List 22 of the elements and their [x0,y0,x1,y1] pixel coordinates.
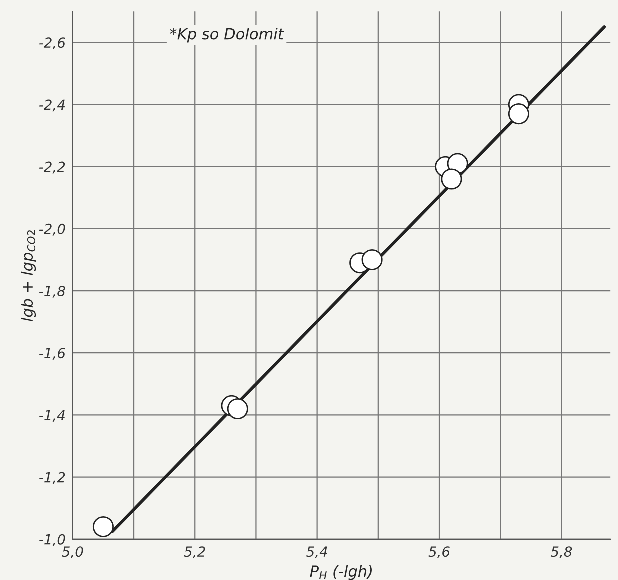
y-axis-title: lgb + lgp$_{CO2}$ [21,230,36,322]
x-tick-label: 5,4 [306,546,328,559]
y-tick-label: -1,2 [40,472,66,484]
y-tick-label: -2,6 [40,38,66,50]
point [227,398,248,420]
y-tick-label: -2,4 [40,100,65,112]
point [441,168,462,190]
y-tick-label: -1,8 [40,286,66,298]
x-tick-label: 5,6 [428,546,450,559]
x-tick-label: 5,0 [62,546,84,559]
x-axis-title: P$_{H}$ (-lgh) [310,565,372,580]
y-tick-label: -1,4 [40,410,65,422]
point [508,104,530,125]
annotation: *Kp so Dolomit [170,28,284,43]
point [92,516,114,538]
x-tick-label: 5,8 [550,546,572,559]
y-tick-label: -2,2 [40,162,66,174]
point [362,249,383,270]
y-tick-label: -2,0 [40,224,66,236]
y-tick-label: -1,6 [40,348,66,360]
x-tick-label: 5,2 [184,546,206,559]
y-tick-label: -1,0 [40,534,66,546]
